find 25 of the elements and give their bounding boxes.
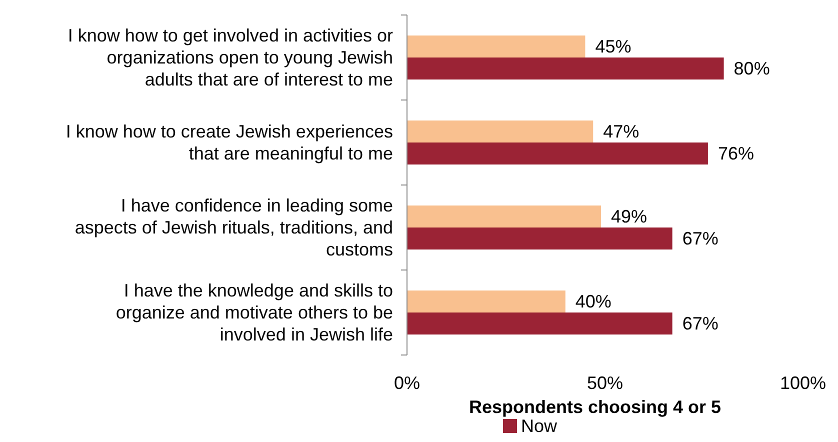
data-label: 40% bbox=[575, 292, 612, 312]
data-label: 45% bbox=[595, 36, 632, 56]
x-tick-label: 100% bbox=[780, 373, 826, 393]
bar bbox=[407, 312, 672, 334]
bar bbox=[407, 290, 566, 312]
bar bbox=[407, 58, 724, 80]
legend-label: Now bbox=[520, 416, 558, 436]
data-label: 67% bbox=[682, 228, 718, 248]
data-label: 76% bbox=[718, 144, 754, 164]
bar bbox=[407, 36, 586, 58]
y-tick-label: I know how to create Jewish experiences that are meaningful to me bbox=[66, 122, 393, 164]
x-tick-label: 50% bbox=[586, 373, 624, 393]
data-label: 80% bbox=[734, 58, 770, 78]
y-tick-label: I have confidence in leading some aspects of Jewish rituals, traditions, and customs bbox=[74, 196, 393, 260]
bar bbox=[407, 142, 708, 164]
data-label: 47% bbox=[603, 122, 640, 142]
bar bbox=[407, 228, 672, 250]
x-axis-title: Respondents choosing 4 or 5 bbox=[468, 397, 722, 417]
y-tick-label: I know how to get involved in activities or organizations open to young Jewish adults that are of interest to me bbox=[68, 26, 393, 90]
bar bbox=[407, 206, 602, 228]
bar bbox=[407, 120, 594, 142]
x-tick-label: 0% bbox=[394, 373, 420, 393]
y-tick-label: I have the knowledge and skills to organize and motivate others to be involved in Jewish life bbox=[116, 280, 393, 344]
data-label: 49% bbox=[611, 206, 648, 226]
data-label: 67% bbox=[682, 314, 718, 334]
